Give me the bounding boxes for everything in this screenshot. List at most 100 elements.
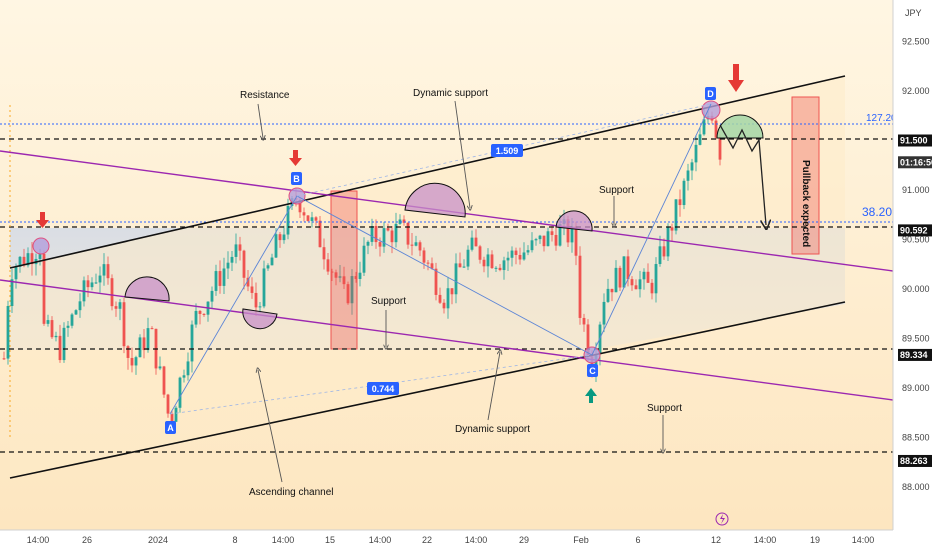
- candle-body[interactable]: [42, 253, 46, 324]
- candle-body[interactable]: [450, 288, 454, 295]
- candle-body[interactable]: [26, 253, 30, 266]
- pivot-badge-d[interactable]: [705, 87, 716, 100]
- candle-body[interactable]: [162, 366, 166, 395]
- candle-body[interactable]: [442, 302, 446, 309]
- candle-body[interactable]: [266, 265, 270, 269]
- candle-body[interactable]: [394, 223, 398, 243]
- candle-body[interactable]: [626, 256, 630, 280]
- arc-top-3[interactable]: [555, 210, 593, 232]
- candle-body[interactable]: [30, 253, 34, 265]
- candle-body[interactable]: [174, 407, 178, 422]
- candle-body[interactable]: [58, 335, 62, 361]
- candle-body[interactable]: [598, 324, 602, 355]
- candle-body[interactable]: [90, 282, 94, 288]
- candle-body[interactable]: [650, 282, 654, 294]
- candle-body[interactable]: [186, 361, 190, 376]
- candle-body[interactable]: [466, 249, 470, 267]
- candle-body[interactable]: [430, 263, 434, 269]
- candle-body[interactable]: [166, 394, 170, 414]
- candle-body[interactable]: [54, 335, 58, 338]
- candle-body[interactable]: [694, 144, 698, 163]
- candle-body[interactable]: [14, 266, 18, 280]
- candle-body[interactable]: [646, 271, 650, 283]
- arc-top-1[interactable]: [124, 276, 170, 302]
- candle-body[interactable]: [218, 271, 222, 286]
- candle-body[interactable]: [298, 199, 302, 213]
- candle-body[interactable]: [538, 235, 542, 240]
- candle-body[interactable]: [698, 134, 702, 145]
- candle-body[interactable]: [642, 271, 646, 280]
- candle-body[interactable]: [366, 241, 370, 246]
- candle-body[interactable]: [446, 288, 450, 309]
- candle-body[interactable]: [522, 252, 526, 260]
- candle-body[interactable]: [714, 120, 718, 138]
- candle-body[interactable]: [410, 244, 414, 246]
- candle-body[interactable]: [190, 324, 194, 362]
- candle-body[interactable]: [254, 292, 258, 308]
- candle-body[interactable]: [502, 260, 506, 271]
- candle-body[interactable]: [662, 246, 666, 257]
- candle-body[interactable]: [6, 305, 10, 359]
- pivot-badge-a[interactable]: [165, 421, 176, 434]
- candle-body[interactable]: [518, 254, 522, 260]
- candle-body[interactable]: [638, 279, 642, 290]
- candle-body[interactable]: [690, 162, 694, 171]
- candle-body[interactable]: [438, 294, 442, 303]
- candle-body[interactable]: [78, 301, 82, 311]
- candle-body[interactable]: [506, 257, 510, 261]
- candle-body[interactable]: [62, 327, 66, 361]
- candle-body[interactable]: [334, 272, 338, 278]
- candle-body[interactable]: [718, 137, 722, 160]
- candle-body[interactable]: [402, 219, 406, 223]
- candle-body[interactable]: [226, 262, 230, 269]
- candle-body[interactable]: [230, 256, 234, 263]
- candle-body[interactable]: [102, 264, 106, 276]
- candle-body[interactable]: [370, 226, 374, 242]
- candle-body[interactable]: [250, 286, 254, 293]
- candle-body[interactable]: [458, 263, 462, 268]
- candle-body[interactable]: [150, 328, 154, 330]
- candle-body[interactable]: [586, 324, 590, 357]
- candle-body[interactable]: [122, 302, 126, 347]
- candle-body[interactable]: [434, 268, 438, 295]
- down-arrow-icon[interactable]: [289, 150, 302, 166]
- candle-body[interactable]: [358, 272, 362, 279]
- candle-body[interactable]: [386, 228, 390, 231]
- candle-body[interactable]: [318, 220, 322, 248]
- abcd-pattern-line[interactable]: [169, 103, 712, 415]
- candle-body[interactable]: [130, 357, 134, 366]
- candle-body[interactable]: [574, 226, 578, 256]
- candle-body[interactable]: [654, 264, 658, 294]
- arc-top-2[interactable]: [404, 182, 466, 218]
- price-tag[interactable]: [898, 224, 932, 237]
- candle-body[interactable]: [106, 264, 110, 279]
- arc-bottom-1[interactable]: [242, 308, 278, 330]
- candle-body[interactable]: [134, 357, 138, 366]
- candle-body[interactable]: [622, 256, 626, 288]
- pivot-circle[interactable]: [32, 237, 50, 255]
- candle-body[interactable]: [194, 310, 198, 325]
- candle-body[interactable]: [390, 230, 394, 243]
- candle-body[interactable]: [550, 231, 554, 235]
- candle-body[interactable]: [66, 325, 70, 328]
- candle-body[interactable]: [418, 242, 422, 251]
- candle-body[interactable]: [346, 284, 350, 304]
- candle-body[interactable]: [202, 313, 206, 315]
- candle-body[interactable]: [270, 257, 274, 266]
- candle-body[interactable]: [582, 317, 586, 325]
- candle-body[interactable]: [70, 314, 74, 326]
- candle-body[interactable]: [526, 250, 530, 253]
- price-tag[interactable]: [898, 348, 932, 361]
- candle-body[interactable]: [406, 222, 410, 245]
- dynamic-support-lower[interactable]: [0, 279, 894, 401]
- candle-body[interactable]: [682, 180, 686, 206]
- candle-body[interactable]: [10, 279, 14, 306]
- candle-body[interactable]: [222, 268, 226, 286]
- candle-body[interactable]: [362, 245, 366, 273]
- candle-body[interactable]: [262, 268, 266, 307]
- candle-body[interactable]: [498, 267, 502, 271]
- candle-body[interactable]: [182, 375, 186, 378]
- candle-body[interactable]: [678, 199, 682, 206]
- candle-body[interactable]: [138, 337, 142, 358]
- candle-body[interactable]: [494, 267, 498, 269]
